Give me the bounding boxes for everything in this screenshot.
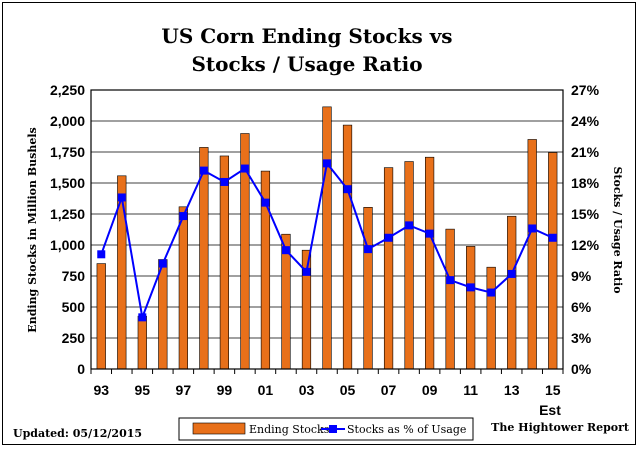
- bar: [342, 124, 353, 370]
- bar: [507, 215, 517, 370]
- x-tick-label: 09: [422, 382, 438, 398]
- y-axis-label-right: Stocks / Usage Ratio: [611, 166, 624, 293]
- left-tick-label: 1,250: [50, 206, 85, 222]
- legend-bar-swatch: [192, 422, 246, 435]
- chart-title-line2: Stocks / Usage Ratio: [191, 52, 422, 76]
- x-tick-label: 05: [340, 382, 356, 398]
- right-tick-label: 12%: [571, 237, 600, 253]
- right-tick-label: 15%: [571, 206, 600, 222]
- y-axis-label-left: Ending Stocks in Million Bushels: [26, 127, 39, 332]
- right-tick-label: 18%: [571, 175, 600, 191]
- line-marker: [528, 224, 537, 233]
- x-tick-label: 11: [463, 382, 478, 398]
- bar: [178, 206, 188, 370]
- right-tick-label: 0%: [571, 361, 592, 377]
- x-tick-label: 97: [176, 382, 192, 398]
- x-tick-label: 13: [504, 382, 520, 398]
- line-marker: [138, 313, 147, 322]
- line-marker: [548, 233, 557, 242]
- bar: [219, 155, 230, 370]
- line-marker: [97, 250, 106, 259]
- bar: [322, 106, 332, 370]
- bar: [383, 167, 394, 370]
- bar: [527, 139, 537, 370]
- bar: [445, 228, 455, 370]
- left-tick-label: 500: [62, 299, 86, 315]
- right-tick-labels: 0% 3% 6% 9% 12% 15% 18% 21% 24% 27%: [571, 82, 600, 377]
- line-marker: [323, 159, 331, 168]
- legend-line-marker: [329, 425, 337, 433]
- line-marker: [117, 193, 126, 202]
- left-tick-labels: 0 250 500 750 1,000 1,250 1,500 1,750 2,000 2,250: [50, 82, 85, 377]
- x-tick-label: 03: [299, 382, 315, 398]
- updated-note: Updated: 05/12/2015: [13, 427, 142, 440]
- left-tick-label: 2,250: [50, 82, 85, 98]
- line-marker: [487, 288, 496, 297]
- x-tick-label: 95: [135, 382, 151, 398]
- line-marker: [425, 229, 434, 238]
- bar: [96, 263, 106, 370]
- x-tick-label: 01: [258, 382, 274, 398]
- axes: [90, 89, 564, 374]
- source-note: The Hightower Report: [491, 421, 630, 434]
- x-tick-label: 07: [381, 382, 397, 398]
- left-tick-label: 750: [62, 268, 86, 284]
- bar: [199, 147, 209, 370]
- bar: [363, 207, 373, 370]
- bar: [137, 315, 147, 370]
- legend-bar-label: Ending Stocks: [249, 423, 330, 436]
- x-extra-label: Est: [539, 402, 561, 418]
- right-tick-label: 6%: [571, 299, 592, 315]
- right-tick-label: 9%: [571, 268, 592, 284]
- right-tick-label: 27%: [571, 82, 600, 98]
- left-tick-label: 1,000: [50, 237, 85, 253]
- left-tick-label: 0: [77, 361, 85, 377]
- bar: [158, 259, 168, 370]
- line-marker: [364, 245, 373, 254]
- line-marker: [179, 212, 188, 221]
- bar: [404, 161, 414, 370]
- right-tick-label: 21%: [571, 144, 600, 160]
- line-marker: [261, 198, 270, 207]
- chart-svg: US Corn Ending Stocks vs Stocks / Usage …: [13, 24, 630, 441]
- right-tick-label: 3%: [571, 330, 592, 346]
- left-tick-label: 1,750: [50, 144, 85, 160]
- line-marker: [158, 259, 167, 268]
- line-marker: [199, 166, 208, 175]
- x-tick-label: 93: [93, 382, 109, 398]
- line-marker: [405, 221, 414, 230]
- left-tick-label: 1,500: [50, 175, 85, 191]
- bar: [486, 266, 496, 370]
- line-marker: [220, 177, 229, 186]
- line-series: [97, 159, 557, 322]
- line-marker: [343, 185, 352, 194]
- legend-line-label: Stocks as % of Usage: [347, 423, 466, 436]
- line-marker: [466, 283, 475, 292]
- chart-frame: US Corn Ending Stocks vs Stocks / Usage …: [2, 2, 636, 445]
- line-marker: [507, 269, 516, 278]
- bar-series: [96, 106, 558, 370]
- line-marker: [384, 233, 393, 242]
- x-tick-labels: 93 95 97 99 01 03 05 07 09 11 13 15: [93, 382, 560, 398]
- bar: [424, 156, 435, 370]
- left-tick-label: 250: [62, 330, 86, 346]
- line-marker: [240, 164, 249, 173]
- x-tick-label: 99: [217, 382, 233, 398]
- line-marker: [302, 267, 311, 276]
- right-tick-label: 24%: [571, 113, 600, 129]
- legend: Ending Stocks Stocks as % of Usage: [178, 417, 474, 441]
- bar: [466, 246, 476, 370]
- bar: [548, 152, 558, 370]
- plot-border: [90, 89, 564, 370]
- line-marker: [281, 246, 290, 255]
- left-tick-label: 2,000: [50, 113, 85, 129]
- line-marker: [446, 276, 455, 285]
- chart-title-line1: US Corn Ending Stocks vs: [161, 24, 452, 48]
- x-tick-label: 15: [545, 382, 561, 398]
